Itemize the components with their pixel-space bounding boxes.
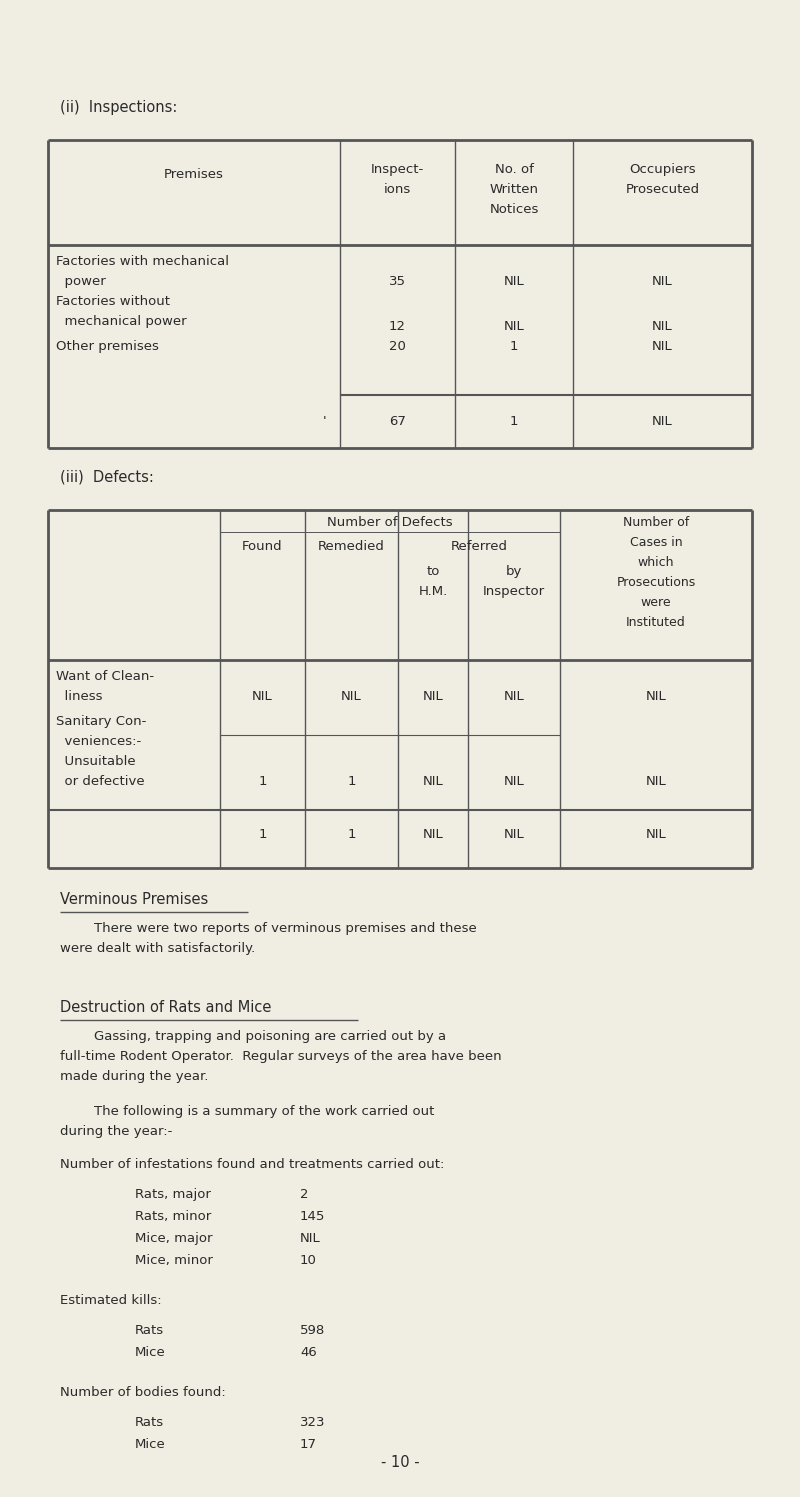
Text: NIL: NIL (504, 275, 524, 287)
Text: mechanical power: mechanical power (56, 314, 186, 328)
Text: Cases in: Cases in (630, 536, 682, 549)
Text: were dealt with satisfactorily.: were dealt with satisfactorily. (60, 942, 255, 955)
Text: 20: 20 (389, 340, 406, 353)
Text: The following is a summary of the work carried out: The following is a summary of the work c… (60, 1105, 434, 1118)
Text: 1: 1 (258, 828, 266, 841)
Text: Factories with mechanical: Factories with mechanical (56, 254, 229, 268)
Text: NIL: NIL (504, 320, 524, 332)
Text: 17: 17 (300, 1439, 317, 1451)
Text: Premises: Premises (164, 168, 224, 181)
Text: NIL: NIL (252, 690, 273, 704)
Text: by: by (506, 564, 522, 578)
Text: Want of Clean-: Want of Clean- (56, 671, 154, 683)
Text: 2: 2 (300, 1189, 309, 1201)
Text: 1: 1 (510, 340, 518, 353)
Text: Written: Written (490, 183, 538, 196)
Text: 12: 12 (389, 320, 406, 332)
Text: NIL: NIL (504, 690, 524, 704)
Text: (ii)  Inspections:: (ii) Inspections: (60, 100, 178, 115)
Text: 1: 1 (258, 775, 266, 787)
Text: Rats, minor: Rats, minor (135, 1210, 211, 1223)
Text: H.M.: H.M. (418, 585, 448, 597)
Text: (iii)  Defects:: (iii) Defects: (60, 470, 154, 485)
Text: 1: 1 (347, 828, 356, 841)
Text: Occupiers: Occupiers (629, 163, 696, 177)
Text: during the year:-: during the year:- (60, 1126, 172, 1138)
Text: NIL: NIL (504, 828, 524, 841)
Text: Factories without: Factories without (56, 295, 170, 308)
Text: 323: 323 (300, 1416, 326, 1430)
Text: Rats: Rats (135, 1323, 164, 1337)
Text: Sanitary Con-: Sanitary Con- (56, 716, 146, 728)
Text: Mice: Mice (135, 1439, 166, 1451)
Text: NIL: NIL (504, 775, 524, 787)
Text: were: were (641, 596, 671, 609)
Text: 46: 46 (300, 1346, 317, 1359)
Text: made during the year.: made during the year. (60, 1070, 208, 1082)
Text: Number of bodies found:: Number of bodies found: (60, 1386, 226, 1400)
Text: Remedied: Remedied (318, 540, 385, 552)
Text: There were two reports of verminous premises and these: There were two reports of verminous prem… (60, 922, 477, 936)
Text: liness: liness (56, 690, 102, 704)
Text: Verminous Premises: Verminous Premises (60, 892, 208, 907)
Text: Mice, minor: Mice, minor (135, 1254, 213, 1266)
Text: Referred: Referred (450, 540, 507, 552)
Text: NIL: NIL (652, 320, 673, 332)
Text: power: power (56, 275, 106, 287)
Text: Number of: Number of (623, 516, 689, 528)
Text: Number of infestations found and treatments carried out:: Number of infestations found and treatme… (60, 1159, 444, 1171)
Text: NIL: NIL (646, 775, 666, 787)
Text: Inspect-: Inspect- (371, 163, 424, 177)
Text: full-time Rodent Operator.  Regular surveys of the area have been: full-time Rodent Operator. Regular surve… (60, 1049, 502, 1063)
Text: NIL: NIL (422, 828, 443, 841)
Text: ions: ions (384, 183, 411, 196)
Text: NIL: NIL (652, 340, 673, 353)
Text: veniences:-: veniences:- (56, 735, 142, 748)
Text: 35: 35 (389, 275, 406, 287)
Text: Found: Found (242, 540, 283, 552)
Text: ': ' (323, 415, 327, 428)
Text: which: which (638, 555, 674, 569)
Text: Notices: Notices (490, 204, 538, 216)
Text: Mice: Mice (135, 1346, 166, 1359)
Text: Mice, major: Mice, major (135, 1232, 213, 1246)
Text: 67: 67 (389, 415, 406, 428)
Text: to: to (426, 564, 440, 578)
Text: Number of Defects: Number of Defects (327, 516, 453, 528)
Text: NIL: NIL (652, 415, 673, 428)
Text: Destruction of Rats and Mice: Destruction of Rats and Mice (60, 1000, 271, 1015)
Text: NIL: NIL (422, 775, 443, 787)
Text: NIL: NIL (646, 828, 666, 841)
Text: 145: 145 (300, 1210, 326, 1223)
Text: Gassing, trapping and poisoning are carried out by a: Gassing, trapping and poisoning are carr… (60, 1030, 446, 1043)
Text: Rats, major: Rats, major (135, 1189, 211, 1201)
Text: No. of: No. of (494, 163, 534, 177)
Text: 10: 10 (300, 1254, 317, 1266)
Text: Estimated kills:: Estimated kills: (60, 1293, 162, 1307)
Text: 1: 1 (347, 775, 356, 787)
Text: Rats: Rats (135, 1416, 164, 1430)
Text: NIL: NIL (300, 1232, 321, 1246)
Text: Inspector: Inspector (483, 585, 545, 597)
Text: Other premises: Other premises (56, 340, 159, 353)
Text: Prosecutions: Prosecutions (616, 576, 696, 588)
Text: Unsuitable: Unsuitable (56, 754, 136, 768)
Text: NIL: NIL (646, 690, 666, 704)
Text: - 10 -: - 10 - (381, 1455, 419, 1470)
Text: or defective: or defective (56, 775, 145, 787)
Text: NIL: NIL (422, 690, 443, 704)
Text: NIL: NIL (341, 690, 362, 704)
Text: Instituted: Instituted (626, 615, 686, 629)
Text: Prosecuted: Prosecuted (626, 183, 699, 196)
Text: 598: 598 (300, 1323, 326, 1337)
Text: NIL: NIL (652, 275, 673, 287)
Text: 1: 1 (510, 415, 518, 428)
